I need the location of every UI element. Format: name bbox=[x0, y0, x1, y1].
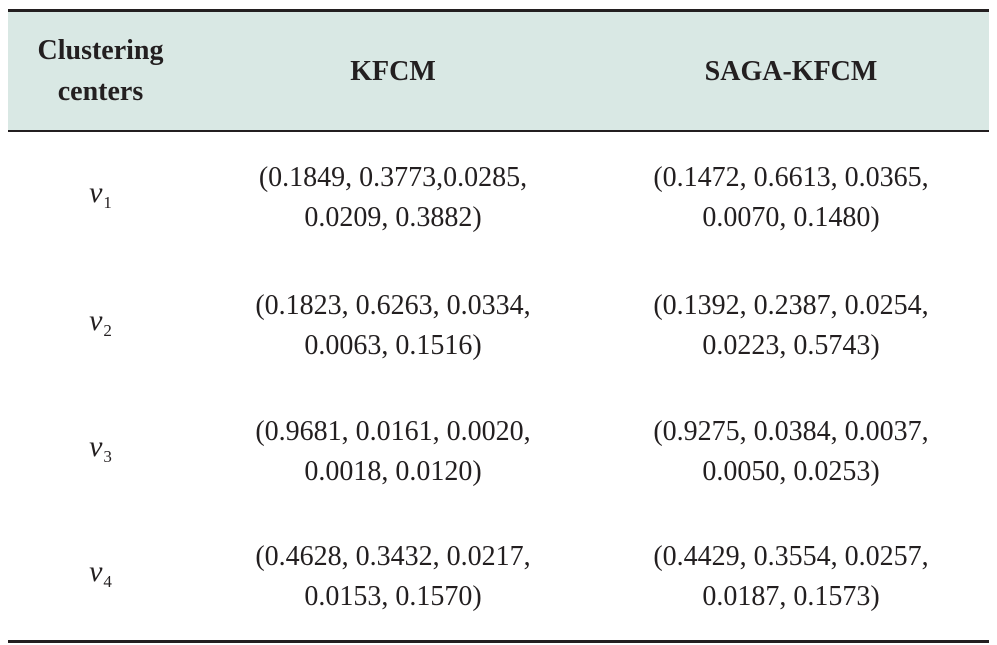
center-label: v3 bbox=[8, 389, 193, 515]
table-body: v1 (0.1849, 0.3773,0.0285, 0.0209, 0.388… bbox=[8, 131, 989, 643]
value-line: 0.0070, 0.1480) bbox=[702, 201, 880, 233]
value-line: (0.1823, 0.6263, 0.0334, bbox=[255, 290, 531, 321]
saga-kfcm-value: (0.4429, 0.3554, 0.0257, 0.0187, 0.1573) bbox=[593, 515, 989, 643]
table-header: Clustering centers KFCM SAGA-KFCM bbox=[8, 9, 989, 132]
center-variable: v bbox=[89, 175, 103, 209]
value-line: (0.4429, 0.3554, 0.0257, bbox=[653, 541, 929, 573]
center-subscript: 1 bbox=[103, 192, 112, 212]
header-clustering-centers: Clustering centers bbox=[8, 9, 193, 132]
kfcm-value: (0.1849, 0.3773,0.0285, 0.0209, 0.3882) bbox=[193, 131, 593, 263]
header-saga-kfcm: SAGA-KFCM bbox=[593, 9, 989, 132]
value-line: (0.9275, 0.0384, 0.0037, bbox=[653, 416, 929, 447]
table-row: v3 (0.9681, 0.0161, 0.0020, 0.0018, 0.01… bbox=[8, 389, 989, 515]
value-line: 0.0209, 0.3882) bbox=[304, 201, 482, 233]
header-row: Clustering centers KFCM SAGA-KFCM bbox=[8, 9, 989, 132]
kfcm-value: (0.1823, 0.6263, 0.0334, 0.0063, 0.1516) bbox=[193, 263, 593, 389]
value-line: 0.0223, 0.5743) bbox=[702, 330, 880, 361]
center-variable: v bbox=[89, 430, 103, 463]
data-table: Clustering centers KFCM SAGA-KFCM v1 (0.… bbox=[8, 9, 989, 643]
value-line: 0.0187, 0.1573) bbox=[702, 581, 880, 613]
center-subscript: 2 bbox=[103, 321, 112, 340]
value-line: (0.1849, 0.3773,0.0285, bbox=[258, 161, 528, 193]
center-label: v1 bbox=[8, 131, 193, 263]
value-line: 0.0050, 0.0253) bbox=[702, 456, 880, 487]
table-row: v1 (0.1849, 0.3773,0.0285, 0.0209, 0.388… bbox=[8, 131, 989, 263]
saga-kfcm-value: (0.1392, 0.2387, 0.0254, 0.0223, 0.5743) bbox=[593, 263, 989, 389]
value-line: 0.0153, 0.1570) bbox=[304, 581, 482, 613]
center-subscript: 4 bbox=[103, 572, 112, 592]
value-line: 0.0018, 0.0120) bbox=[304, 456, 482, 487]
header-line: centers bbox=[57, 76, 144, 107]
clustering-centers-table: Clustering centers KFCM SAGA-KFCM v1 (0.… bbox=[8, 9, 989, 643]
header-kfcm: KFCM bbox=[193, 9, 593, 132]
saga-kfcm-value: (0.1472, 0.6613, 0.0365, 0.0070, 0.1480) bbox=[593, 131, 989, 263]
kfcm-value: (0.9681, 0.0161, 0.0020, 0.0018, 0.0120) bbox=[193, 389, 593, 515]
value-line: (0.4628, 0.3432, 0.0217, bbox=[255, 541, 531, 573]
value-line: 0.0063, 0.1516) bbox=[304, 330, 482, 361]
center-variable: v bbox=[89, 304, 103, 337]
value-line: (0.9681, 0.0161, 0.0020, bbox=[255, 416, 531, 447]
center-label: v4 bbox=[8, 515, 193, 643]
center-label: v2 bbox=[8, 263, 193, 389]
value-line: (0.1392, 0.2387, 0.0254, bbox=[653, 290, 929, 321]
value-line: (0.1472, 0.6613, 0.0365, bbox=[653, 161, 929, 193]
header-line: Clustering bbox=[37, 35, 164, 66]
table-row: v4 (0.4628, 0.3432, 0.0217, 0.0153, 0.15… bbox=[8, 515, 989, 643]
center-variable: v bbox=[89, 555, 103, 589]
kfcm-value: (0.4628, 0.3432, 0.0217, 0.0153, 0.1570) bbox=[193, 515, 593, 643]
table-row: v2 (0.1823, 0.6263, 0.0334, 0.0063, 0.15… bbox=[8, 263, 989, 389]
saga-kfcm-value: (0.9275, 0.0384, 0.0037, 0.0050, 0.0253) bbox=[593, 389, 989, 515]
center-subscript: 3 bbox=[103, 447, 112, 466]
